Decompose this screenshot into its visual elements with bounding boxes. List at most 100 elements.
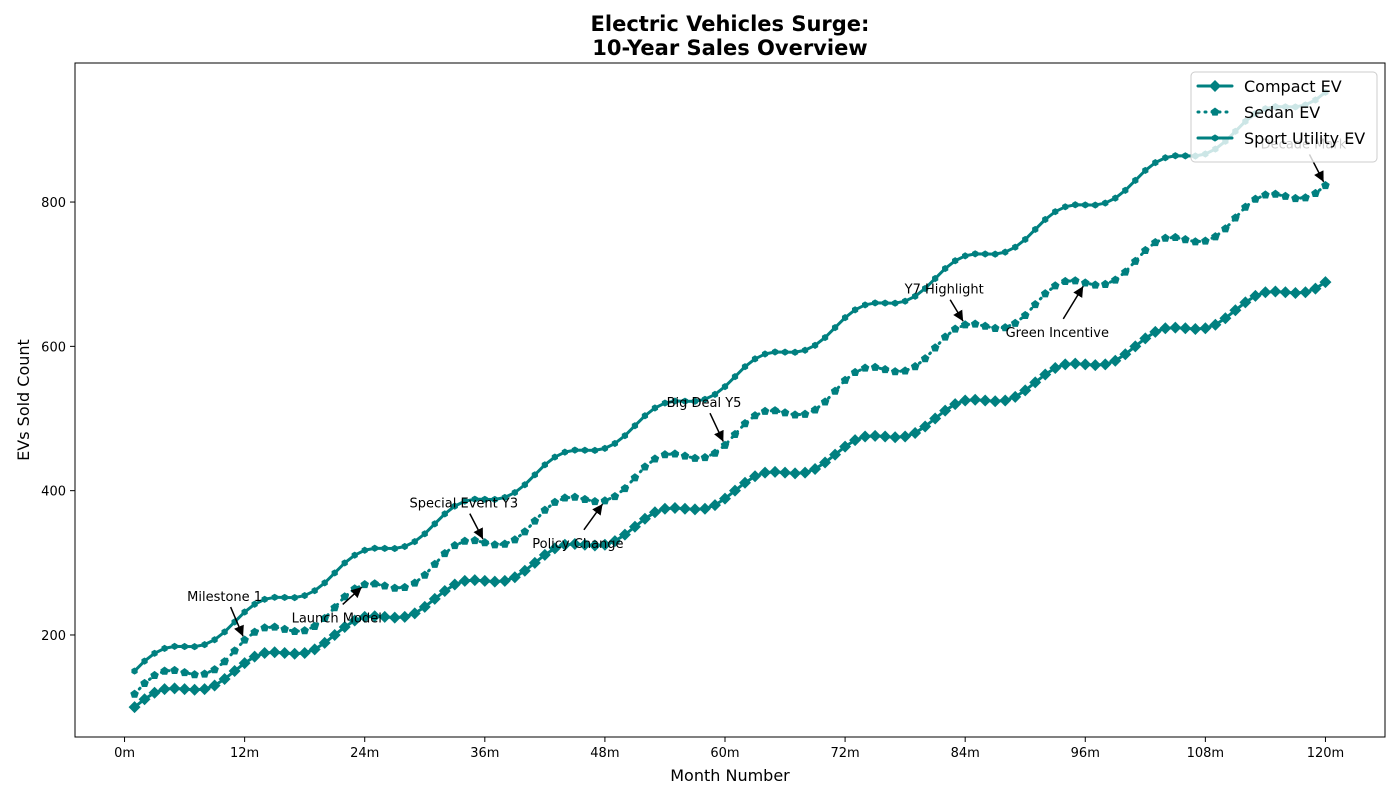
marker-point <box>791 348 799 356</box>
marker-point <box>909 426 922 439</box>
marker-point <box>721 383 729 391</box>
marker-point <box>829 448 842 461</box>
marker-point <box>388 611 401 624</box>
marker-point <box>949 398 962 411</box>
marker-point <box>228 665 241 678</box>
marker-point <box>970 319 980 328</box>
marker-point <box>250 627 259 636</box>
marker-point <box>281 593 288 602</box>
marker-point <box>922 284 929 293</box>
marker-point <box>171 642 178 650</box>
marker-point <box>779 466 792 479</box>
marker-point <box>851 306 859 314</box>
marker-point <box>910 362 920 371</box>
marker-point <box>980 321 990 330</box>
legend-label: Sport Utility EV <box>1244 129 1365 148</box>
marker-point <box>1271 189 1280 198</box>
marker-point <box>341 559 348 567</box>
marker-point <box>391 544 398 553</box>
marker-point <box>1019 384 1032 397</box>
marker-point <box>210 665 219 674</box>
marker-point <box>789 467 802 480</box>
marker-point <box>430 559 440 568</box>
marker-point <box>340 592 349 601</box>
marker-point <box>348 614 361 627</box>
marker-point <box>801 346 809 354</box>
marker-point <box>1059 358 1072 371</box>
marker-point <box>390 583 400 592</box>
marker-point <box>531 471 538 479</box>
marker-point <box>1002 248 1009 256</box>
marker-point <box>170 665 179 674</box>
marker-point <box>1301 193 1310 202</box>
marker-point <box>1151 237 1160 247</box>
marker-point <box>248 650 261 663</box>
marker-point <box>1291 193 1300 203</box>
legend-label: Sedan EV <box>1244 103 1320 122</box>
marker-point <box>610 491 620 501</box>
marker-point <box>1092 201 1099 209</box>
annotation-arrow <box>583 503 604 531</box>
marker-point <box>1131 256 1140 265</box>
marker-point <box>201 641 208 649</box>
marker-point <box>940 332 950 341</box>
x-tick-label: 96m <box>1071 746 1100 761</box>
marker-point <box>401 542 408 551</box>
marker-point <box>181 642 188 651</box>
annotation-arrow <box>342 586 363 606</box>
marker-point <box>221 628 228 636</box>
marker-point <box>1162 154 1169 162</box>
marker-point <box>849 434 862 447</box>
marker-point <box>919 420 932 433</box>
marker-point <box>1091 280 1100 289</box>
marker-point <box>591 446 599 454</box>
marker-point <box>1319 276 1332 289</box>
annotation-arrow <box>229 606 244 637</box>
y-tick-label: 200 <box>41 629 66 644</box>
marker-point <box>790 410 800 419</box>
marker-point <box>330 603 339 612</box>
marker-point <box>351 551 358 559</box>
marker-point <box>618 528 631 541</box>
marker-point <box>311 587 318 595</box>
marker-point <box>950 324 960 333</box>
marker-point <box>550 497 560 506</box>
marker-point <box>1119 348 1132 361</box>
marker-point <box>260 623 269 632</box>
legend-marker <box>1211 134 1219 142</box>
legend-box <box>1190 71 1378 163</box>
marker-point <box>830 386 840 395</box>
marker-point <box>608 535 621 548</box>
marker-point <box>161 644 168 652</box>
marker-point <box>1289 286 1302 299</box>
marker-point <box>368 610 381 623</box>
marker-point <box>130 689 139 698</box>
marker-point <box>141 657 148 665</box>
marker-point <box>751 355 759 363</box>
annotation-text: Big Deal Y5 <box>667 396 742 411</box>
marker-point <box>528 556 541 569</box>
marker-point <box>140 678 149 687</box>
marker-point <box>488 575 501 588</box>
marker-point <box>1039 368 1052 381</box>
marker-point <box>1159 322 1172 335</box>
marker-point <box>760 406 770 415</box>
marker-point <box>810 405 820 414</box>
marker-point <box>230 646 239 655</box>
annotation-arrow <box>949 299 964 322</box>
marker-point <box>558 538 571 551</box>
marker-point <box>711 390 719 399</box>
marker-point <box>680 451 690 460</box>
marker-point <box>638 512 651 525</box>
marker-point <box>410 578 420 587</box>
marker-point <box>739 476 752 489</box>
marker-point <box>841 314 849 322</box>
marker-point <box>598 538 611 551</box>
marker-point <box>630 473 640 482</box>
marker-point <box>580 494 590 503</box>
marker-point <box>1062 203 1069 211</box>
marker-point <box>1109 354 1122 367</box>
legend-marker <box>1210 107 1220 116</box>
marker-point <box>890 367 900 376</box>
marker-point <box>361 546 368 554</box>
